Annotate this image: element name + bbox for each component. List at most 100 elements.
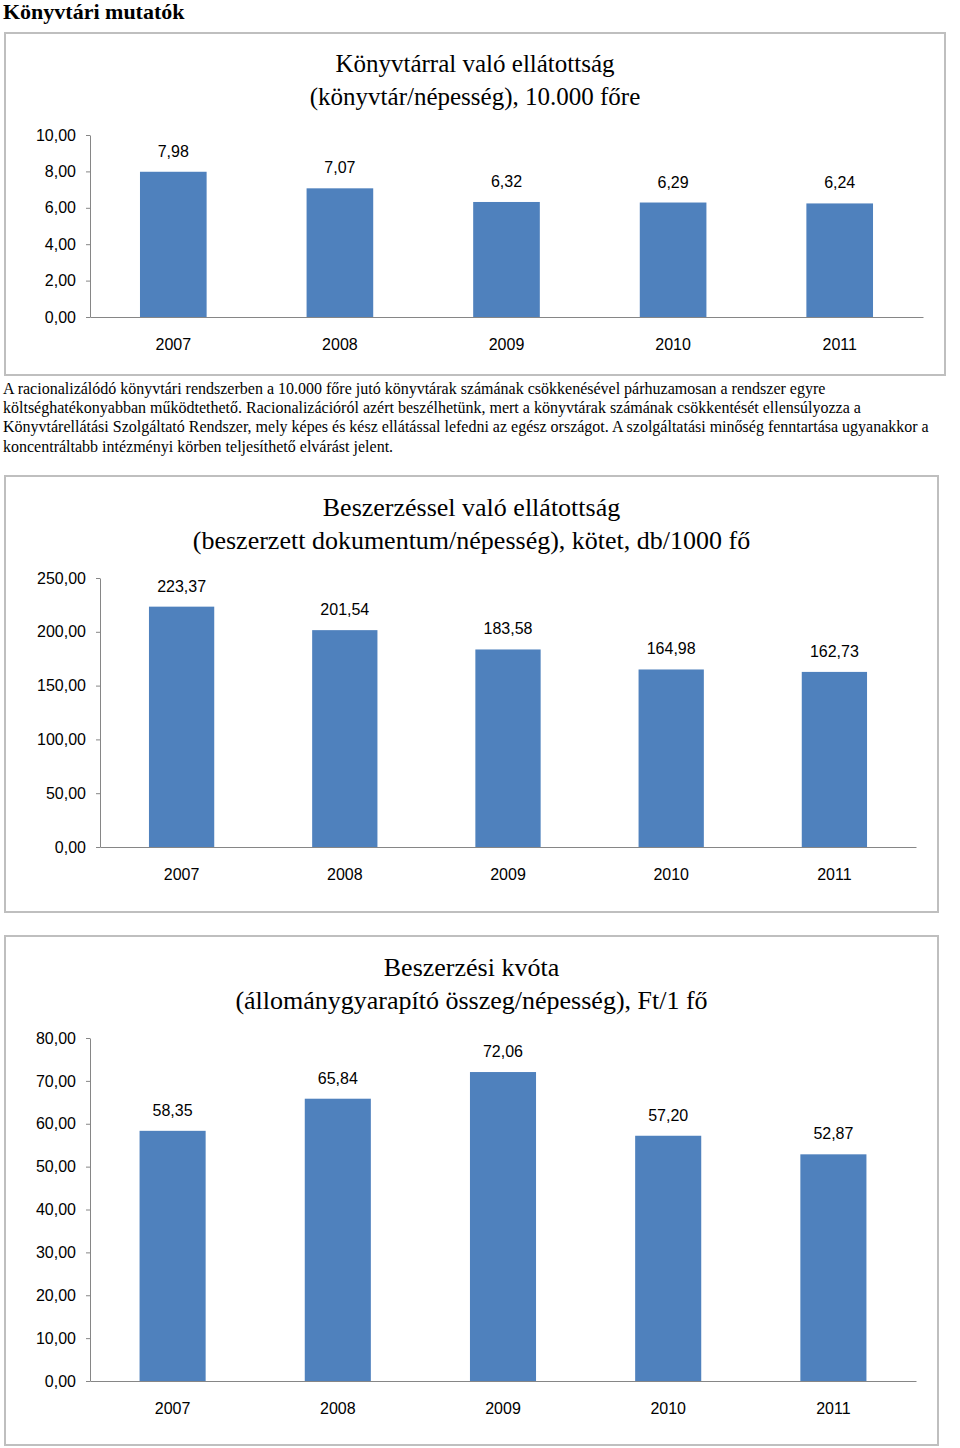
bar	[802, 672, 867, 847]
paragraph: A racionalizálódó könyvtári rendszerben …	[3, 379, 958, 456]
tick: 30,00	[36, 1244, 90, 1261]
tick-label: 50,00	[46, 785, 86, 802]
tick-mark	[96, 793, 100, 794]
data-label: 58,35	[153, 1102, 193, 1119]
tick-label: 20,00	[36, 1287, 76, 1304]
tick: 6,00	[45, 199, 90, 216]
chart-title: Beszerzéssel való ellátottság	[323, 493, 620, 522]
tick-mark	[86, 1167, 90, 1168]
data-label: 162,73	[810, 643, 859, 660]
tick: 2007	[164, 847, 200, 883]
tick: 2011	[817, 847, 852, 883]
tick-label: 0,00	[55, 839, 86, 856]
tick: 100,00	[37, 731, 100, 748]
data-label: 201,54	[320, 601, 369, 618]
tick-label: 10,00	[36, 1330, 76, 1347]
tick-label: 2008	[320, 1400, 356, 1417]
tick-label: 2010	[650, 1400, 686, 1417]
tick-label: 2009	[485, 1400, 521, 1417]
chart-title: Beszerzési kvóta	[384, 953, 560, 982]
tick-mark	[86, 1338, 90, 1339]
chart-subtitle: (beszerzett dokumentum/népesség), kötet,…	[193, 526, 750, 555]
data-label: 6,24	[824, 174, 855, 191]
tick-label: 8,00	[45, 163, 76, 180]
data-label: 223,37	[157, 578, 206, 595]
tick: 2,00	[45, 272, 90, 289]
tick-mark	[86, 1381, 90, 1382]
heading: Könyvtári mutatók	[3, 0, 185, 24]
x-axis: 2007 2008 2009 2010 2011	[101, 847, 917, 883]
tick-mark	[96, 578, 100, 579]
tick-mark	[86, 244, 90, 245]
tick-mark	[86, 1295, 90, 1296]
tick-mark	[86, 208, 90, 209]
data-label: 72,06	[483, 1043, 523, 1060]
tick: 2010	[653, 847, 689, 883]
tick: 2011	[822, 317, 857, 353]
bar	[475, 649, 540, 847]
tick-mark	[86, 135, 90, 136]
tick-label: 2011	[816, 1400, 851, 1417]
data-labels: 7,987,076,326,296,24	[158, 143, 856, 192]
tick-label: 2010	[653, 866, 689, 883]
tick-label: 30,00	[36, 1244, 76, 1261]
tick-mark	[86, 1081, 90, 1082]
tick-mark	[86, 281, 90, 282]
tick-label: 2008	[327, 866, 363, 883]
bar	[806, 203, 873, 317]
bars	[140, 172, 873, 317]
y-axis: 0,00 50,00 100,00 150,00 200,00 250,00	[37, 570, 100, 856]
tick: 10,00	[36, 127, 90, 144]
bar	[640, 203, 707, 317]
tick-label: 2010	[655, 336, 691, 353]
tick-label: 2,00	[45, 272, 76, 289]
tick: 2010	[650, 1381, 686, 1417]
bar	[312, 630, 377, 847]
axis-line	[101, 847, 917, 848]
tick: 2009	[485, 1381, 521, 1417]
data-label: 7,98	[158, 143, 189, 160]
tick-label: 6,00	[45, 199, 76, 216]
tick-label: 60,00	[36, 1115, 76, 1132]
bar	[470, 1072, 536, 1381]
tick-label: 2011	[822, 336, 857, 353]
x-axis: 2007 2008 2009 2010 2011	[91, 1381, 917, 1417]
tick: 200,00	[37, 623, 100, 640]
tick-mark	[86, 1038, 90, 1039]
tick-label: 250,00	[37, 570, 86, 587]
chart: Beszerzéssel való ellátottság (beszerzett…	[5, 476, 938, 912]
bar	[307, 188, 374, 317]
tick-label: 2011	[817, 866, 852, 883]
tick: 40,00	[36, 1201, 90, 1218]
bar	[800, 1154, 866, 1381]
tick-label: 40,00	[36, 1201, 76, 1218]
data-label: 57,20	[648, 1107, 688, 1124]
tick-label: 4,00	[45, 236, 76, 253]
chart-subtitle: (állománygyarapító összeg/népesség), Ft/…	[235, 986, 707, 1015]
data-label: 7,07	[324, 159, 355, 176]
tick-mark	[86, 317, 90, 318]
tick-label: 150,00	[37, 677, 86, 694]
tick-label: 70,00	[36, 1072, 76, 1089]
tick: 80,00	[36, 1030, 90, 1047]
tick: 2010	[655, 317, 691, 353]
bar	[639, 669, 704, 847]
tick-label: 2009	[489, 336, 525, 353]
tick-mark	[96, 686, 100, 687]
chart-title: Könyvtárral való ellátottság	[335, 50, 615, 77]
tick-label: 0,00	[45, 309, 76, 326]
tick-label: 50,00	[36, 1158, 76, 1175]
chart-subtitle: (könyvtár/népesség), 10.000 főre	[310, 83, 640, 111]
tick: 2009	[490, 847, 526, 883]
y-axis: 0,0010,0020,0030,0040,0050,0060,0070,008…	[36, 1030, 91, 1390]
tick-mark	[86, 1210, 90, 1211]
tick: 70,00	[36, 1072, 90, 1089]
tick: 60,00	[36, 1115, 90, 1132]
tick: 50,00	[36, 1158, 90, 1175]
data-label: 65,84	[318, 1070, 358, 1087]
tick: 2007	[155, 1381, 191, 1417]
chart-frame	[5, 33, 945, 375]
chart-frame	[5, 476, 938, 912]
tick: 0,00	[55, 839, 100, 856]
tick: 20,00	[36, 1287, 90, 1304]
